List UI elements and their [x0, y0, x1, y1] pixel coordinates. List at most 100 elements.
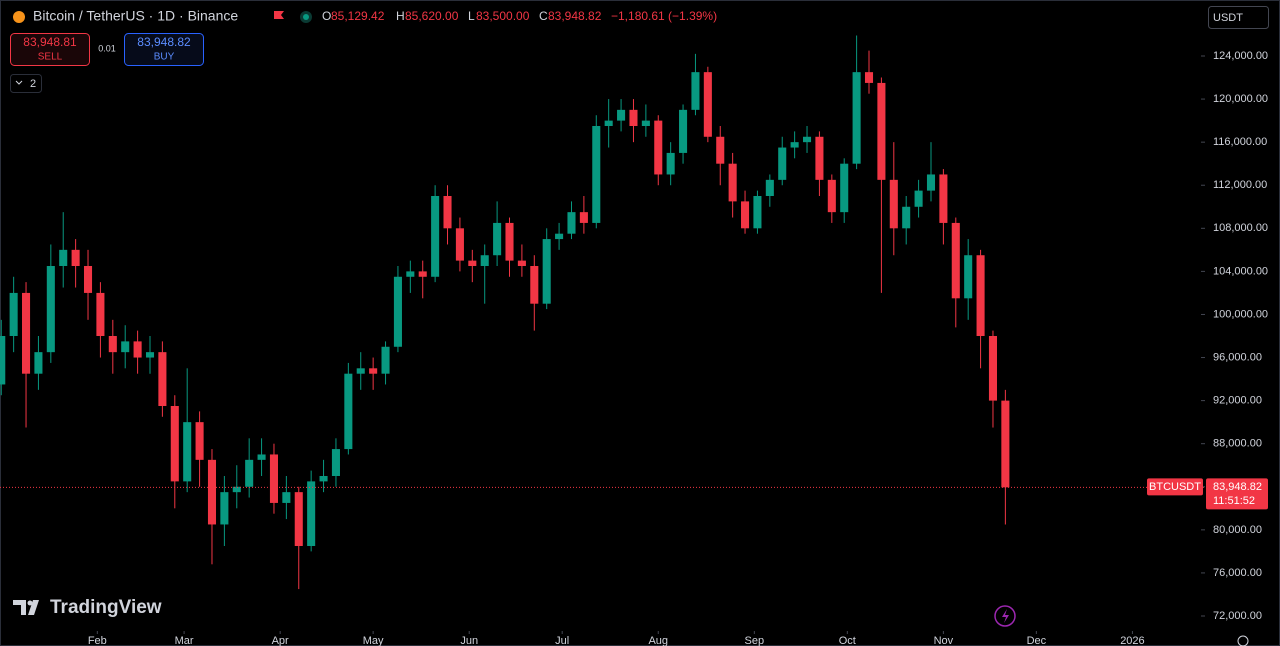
candle-body [827, 179, 836, 213]
coin-icon [13, 11, 25, 23]
candle-body [232, 486, 241, 493]
candle-body [654, 120, 663, 175]
candle-body [431, 196, 440, 277]
candle-body [34, 352, 43, 374]
indicator-count: 2 [30, 78, 36, 90]
x-tick-label: Dec [1027, 635, 1047, 646]
candle-body [815, 136, 824, 180]
candle-body [170, 406, 179, 482]
symbol: Bitcoin / TetherUS · 1D · Binance [33, 8, 238, 24]
candle-body [505, 222, 514, 261]
candle-body [83, 266, 93, 293]
flag-icon [274, 11, 284, 19]
candle-body [679, 109, 688, 153]
y-tick-label: 104,000.00 [1213, 265, 1268, 277]
candle-body [121, 341, 130, 353]
x-tick-label: Nov [934, 635, 954, 646]
candle-body [530, 266, 539, 304]
sell-price: 83,948.81 [23, 35, 77, 49]
y-tick-label: 124,000.00 [1213, 50, 1268, 62]
candle-body [455, 228, 464, 261]
candle-body [257, 454, 266, 460]
y-tick-label: 76,000.00 [1213, 567, 1262, 579]
candle-body [691, 72, 700, 110]
logo-icon [13, 600, 39, 615]
candle-body [604, 120, 613, 126]
candle-body [926, 174, 936, 191]
candle-body [951, 222, 960, 299]
x-tick-label: Sep [745, 635, 765, 646]
y-tick-label: 100,000.00 [1213, 308, 1268, 320]
buy-button[interactable] [124, 33, 204, 66]
symbol-tag [1147, 478, 1203, 496]
candle-body [988, 336, 998, 401]
settings-icon[interactable] [1237, 635, 1249, 646]
candle-body [108, 336, 117, 353]
quantity: 0.01 [98, 43, 116, 53]
candle-body [1001, 400, 1010, 488]
candle-body [517, 260, 526, 266]
candle-body [418, 271, 427, 277]
ohlc-key: C [539, 9, 548, 23]
candle-body [703, 72, 712, 137]
candle-body [145, 352, 155, 358]
candle-body [914, 190, 923, 207]
candle-body [567, 212, 576, 234]
candle-body [468, 260, 477, 266]
candle-body [753, 196, 762, 229]
candle-body [369, 368, 378, 374]
logo-dot [27, 600, 33, 606]
x-tick-label: Jun [460, 635, 478, 646]
y-tick-label: 108,000.00 [1213, 222, 1268, 234]
candle-body [0, 336, 6, 385]
candle-body [976, 255, 985, 336]
buy-price: 83,948.82 [137, 35, 191, 49]
y-tick-label: 116,000.00 [1213, 136, 1267, 148]
candle-body [356, 368, 365, 374]
ohlc-key: H [396, 9, 405, 23]
y-tick-label: 92,000.00 [1213, 395, 1262, 407]
plot-area [0, 35, 1205, 590]
ohlc-key: O [322, 9, 331, 23]
candle-body [579, 212, 588, 223]
candle-body [877, 82, 886, 180]
candle-body [183, 422, 192, 482]
candle-body [629, 109, 638, 126]
candle-body [22, 292, 31, 374]
candle-body [443, 196, 452, 229]
alert-icon[interactable] [994, 605, 1016, 627]
candle-body [158, 352, 167, 406]
candle-body [964, 255, 973, 299]
ohlc-key: L [468, 9, 475, 23]
candle-body [133, 341, 142, 358]
candle-body [617, 109, 626, 121]
y-tick-label: 88,000.00 [1213, 438, 1262, 450]
candle-body [716, 136, 725, 164]
candle-body [96, 292, 105, 336]
candle-body [9, 292, 18, 336]
candle-body [319, 476, 328, 482]
candle-body [889, 179, 898, 229]
sell-label: SELL [38, 52, 63, 63]
x-tick-label: Jul [555, 635, 569, 646]
ohlc-value: 85,620.00 [405, 9, 459, 23]
currency: USDT [1213, 12, 1243, 24]
candle-body [666, 152, 675, 175]
ohlc-value: 83,500.00 [476, 9, 530, 23]
bolt [1002, 609, 1009, 623]
y-tick-label: 72,000.00 [1213, 610, 1262, 622]
x-tick-label: Apr [272, 635, 289, 646]
ohlc-value: 83,948.82 [548, 9, 602, 23]
currency-selector[interactable] [1208, 6, 1269, 29]
indicator-toggle[interactable] [10, 74, 42, 93]
chevron [15, 80, 23, 85]
candle-body [728, 163, 737, 202]
sell-button[interactable] [10, 33, 90, 66]
x-tick-label: 2026 [1120, 635, 1144, 646]
candle-body [220, 492, 229, 525]
candle-body [592, 126, 601, 223]
buy-label: BUY [154, 52, 175, 63]
candle-body [802, 136, 812, 143]
